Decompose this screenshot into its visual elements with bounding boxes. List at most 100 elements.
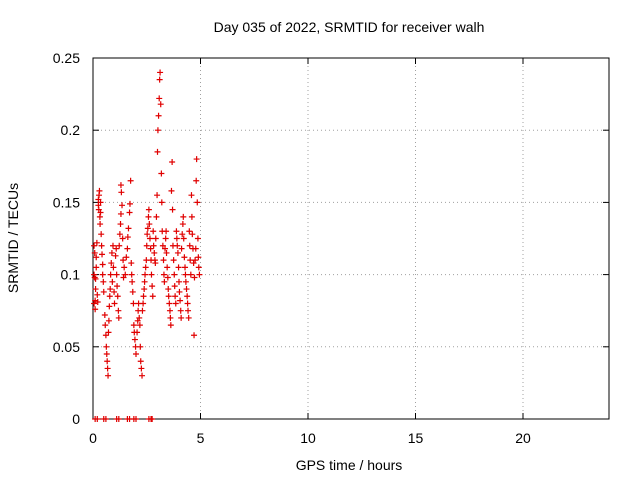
- data-point: [193, 177, 200, 184]
- data-point: [150, 242, 157, 249]
- data-point: [110, 264, 117, 271]
- data-point: [154, 127, 161, 134]
- data-point: [186, 242, 193, 249]
- data-point: [108, 260, 115, 267]
- data-point: [138, 365, 145, 372]
- y-tick-label: 0.1: [61, 267, 81, 283]
- data-point: [115, 314, 122, 321]
- data-point: [119, 235, 126, 242]
- data-point: [171, 271, 178, 278]
- data-point: [97, 209, 104, 216]
- data-point: [164, 274, 171, 281]
- data-point: [158, 170, 165, 177]
- data-point: [100, 278, 107, 285]
- data-point: [92, 275, 99, 282]
- data-point: [145, 206, 152, 213]
- data-point: [179, 231, 186, 238]
- data-point: [179, 221, 186, 228]
- data-point: [163, 228, 170, 235]
- data-point: [105, 372, 112, 379]
- data-point: [169, 158, 176, 165]
- data-point: [136, 322, 143, 329]
- data-point: [116, 231, 123, 238]
- data-point: [134, 329, 141, 336]
- data-point: [184, 293, 191, 300]
- data-point: [155, 112, 162, 119]
- data-point: [180, 235, 187, 242]
- y-tick-label: 0: [72, 411, 80, 427]
- data-point: [137, 358, 144, 365]
- data-point: [157, 69, 164, 76]
- data-point: [166, 300, 173, 307]
- data-point: [133, 351, 139, 358]
- data-point: [172, 293, 179, 300]
- data-point: [173, 235, 180, 242]
- data-point: [176, 288, 183, 295]
- data-point: [131, 336, 138, 343]
- data-point: [195, 254, 202, 261]
- data-point: [152, 235, 159, 242]
- data-point: [173, 228, 180, 235]
- data-point: [144, 225, 151, 232]
- data-point: [102, 322, 109, 329]
- data-point: [188, 213, 195, 220]
- data-point: [133, 416, 139, 422]
- data-point: [174, 242, 181, 249]
- data-point: [94, 299, 101, 306]
- data-points: [91, 69, 203, 422]
- y-tick-label: 0.25: [53, 50, 80, 66]
- data-point: [124, 245, 131, 252]
- x-tick-label: 15: [408, 430, 424, 446]
- data-point: [94, 291, 101, 298]
- data-point: [93, 254, 100, 261]
- data-point: [101, 312, 108, 319]
- data-point: [146, 221, 153, 228]
- data-point: [196, 271, 203, 278]
- data-point: [112, 252, 119, 259]
- y-tick-label: 0.2: [61, 122, 81, 138]
- data-point: [176, 278, 182, 285]
- x-tick-label: 5: [197, 430, 205, 446]
- data-point: [119, 202, 126, 209]
- data-point: [146, 235, 153, 242]
- data-point: [98, 242, 105, 249]
- data-point: [111, 288, 118, 295]
- data-point: [98, 231, 105, 238]
- data-point: [160, 257, 167, 264]
- data-point: [182, 264, 189, 271]
- data-point: [163, 249, 170, 256]
- data-point: [193, 156, 200, 163]
- data-point: [129, 278, 136, 285]
- data-point: [167, 314, 174, 321]
- data-point: [113, 245, 120, 252]
- data-point: [99, 271, 106, 278]
- data-point: [187, 271, 194, 278]
- data-point: [129, 288, 136, 295]
- data-point: [182, 271, 189, 278]
- data-point: [93, 264, 100, 271]
- data-point: [127, 177, 134, 184]
- data-point: [139, 307, 146, 314]
- data-point: [154, 148, 161, 155]
- data-point: [147, 245, 154, 252]
- data-point: [125, 225, 132, 232]
- data-point: [192, 257, 199, 264]
- data-point: [156, 95, 163, 102]
- data-point: [122, 271, 129, 278]
- data-point: [181, 254, 188, 261]
- data-point: [97, 199, 104, 206]
- data-point: [130, 300, 137, 307]
- data-point: [194, 235, 201, 242]
- data-point: [137, 343, 144, 350]
- data-point: [114, 283, 121, 290]
- grid-lines: [93, 58, 609, 419]
- data-point: [191, 332, 198, 339]
- data-point: [103, 343, 110, 350]
- data-point: [164, 264, 171, 271]
- data-point: [109, 242, 116, 249]
- data-point: [99, 261, 106, 268]
- data-point: [93, 239, 100, 246]
- x-tick-label: 20: [515, 430, 531, 446]
- x-tick-label: 0: [89, 430, 97, 446]
